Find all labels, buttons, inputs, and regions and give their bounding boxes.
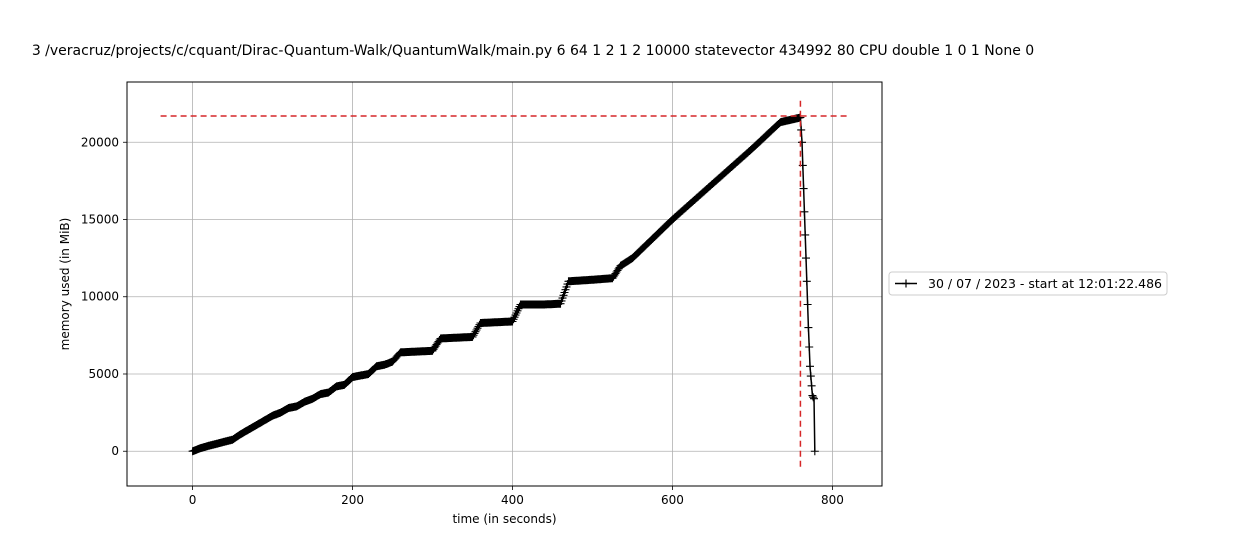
axis-ticks: 0 200 400 600 800 0 5000 10000 15000 20000 <box>81 135 844 507</box>
legend: 30 / 07 / 2023 - start at 12:01:22.486 <box>888 271 1168 296</box>
plot-frame <box>126 81 883 487</box>
x-tick-label: 800 <box>821 493 844 507</box>
chart-title: 3 /veracruz/projects/c/cquant/Dirac-Quan… <box>32 43 1034 59</box>
x-tick-label: 400 <box>501 493 524 507</box>
y-axis-label: memory used (in MiB) <box>58 218 72 351</box>
series-markers <box>188 113 819 456</box>
x-axis-label: time (in seconds) <box>452 512 556 526</box>
legend-entry-label: 30 / 07 / 2023 - start at 12:01:22.486 <box>928 276 1162 291</box>
y-tick-label: 20000 <box>81 135 119 149</box>
legend-box <box>888 271 1168 296</box>
legend-marker-swatch <box>902 279 910 288</box>
y-tick-label: 0 <box>111 444 119 458</box>
x-tick-label: 600 <box>661 493 684 507</box>
x-tick-label: 0 <box>189 493 197 507</box>
memory-series <box>188 113 819 456</box>
y-tick-label: 10000 <box>81 290 119 304</box>
y-tick-label: 5000 <box>88 367 119 381</box>
y-tick-label: 15000 <box>81 212 119 226</box>
reference-lines <box>160 98 849 467</box>
x-tick-label: 200 <box>341 493 364 507</box>
